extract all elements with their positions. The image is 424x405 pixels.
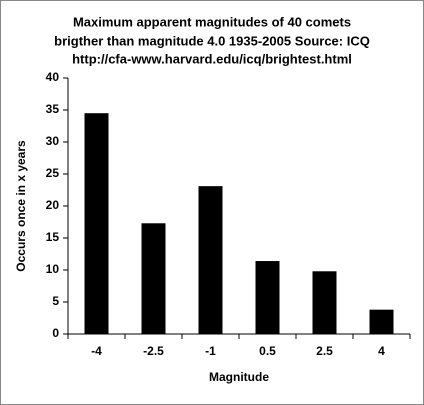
chart-title: Maximum apparent magnitudes of 40 comets: [73, 14, 351, 29]
y-tick-label: 40: [46, 70, 60, 84]
x-tick-label: 0.5: [259, 344, 276, 358]
bar: [198, 186, 223, 334]
x-tick-label: 4: [378, 344, 385, 358]
y-tick-label: 10: [46, 262, 60, 276]
bar: [312, 271, 337, 334]
y-tick-label: 35: [46, 102, 60, 116]
bar: [255, 261, 280, 334]
y-tick-label: 30: [46, 134, 60, 148]
x-tick-label: -2.5: [143, 344, 164, 358]
y-tick-label: 0: [52, 326, 59, 340]
y-tick-label: 25: [46, 166, 60, 180]
chart-title: http://cfa-www.harvard.edu/icq/brightest…: [72, 51, 352, 66]
y-tick-label: 15: [46, 230, 60, 244]
x-tick-label: 2.5: [316, 344, 333, 358]
x-tick-label: -4: [91, 344, 102, 358]
bar: [369, 309, 394, 334]
x-axis-label: Magnitude: [209, 370, 269, 384]
x-tick-label: -1: [205, 344, 216, 358]
chart-title: brigther than magnitude 4.0 1935-2005 So…: [54, 33, 370, 48]
bar: [84, 113, 109, 334]
y-tick-label: 5: [52, 294, 59, 308]
bar: [141, 223, 166, 334]
y-tick-label: 20: [46, 198, 60, 212]
y-axis-label: Occurs once in x years: [14, 140, 28, 272]
